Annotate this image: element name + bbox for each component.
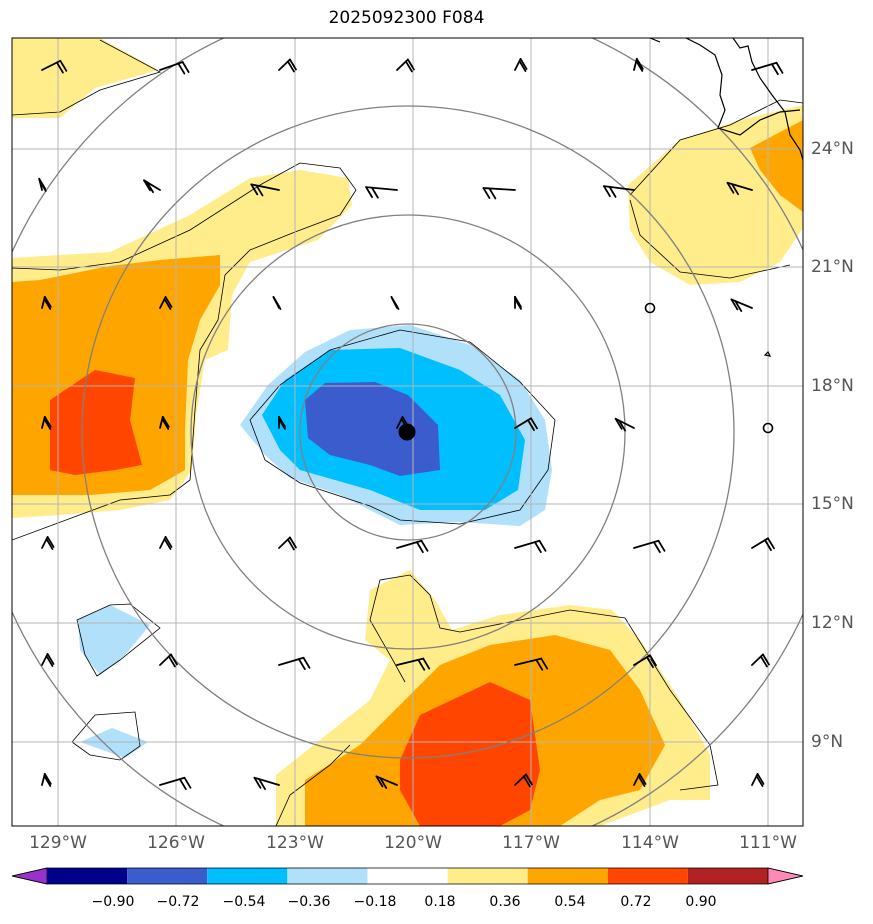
colorbar-tick-label: 0.18 <box>424 894 456 910</box>
colorbar-bin <box>127 868 208 884</box>
colorbar-tick-label: −0.18 <box>353 894 397 910</box>
wind-barb <box>390 296 400 310</box>
colorbar-tick-label: −0.90 <box>91 894 135 910</box>
colorbar-bin <box>687 868 768 884</box>
colorbar-extend-high <box>767 867 804 885</box>
wind-barbs <box>38 57 784 791</box>
wind-barb <box>159 61 190 75</box>
coastline <box>649 38 803 357</box>
wind-barb <box>396 539 429 554</box>
map-plot-area <box>12 38 803 826</box>
wind-barb <box>751 773 765 787</box>
wind-barb <box>726 181 753 196</box>
wind-barb <box>159 536 173 550</box>
wind-barb <box>514 295 522 310</box>
wind-barb <box>762 422 774 434</box>
wind-barb <box>41 59 68 74</box>
wind-barb <box>751 61 784 76</box>
lat-label-21n: 21°N <box>811 257 854 277</box>
lon-label-111w: 111°W <box>739 833 797 853</box>
lat-label-9n: 9°N <box>811 732 844 752</box>
colorbar-tick-label: 0.36 <box>489 894 521 910</box>
wind-barb <box>514 773 533 788</box>
wind-barb <box>253 776 280 791</box>
wind-barb <box>272 296 282 310</box>
wind-barb <box>159 415 170 430</box>
lon-label-129w: 129°W <box>29 833 87 853</box>
colorbar-bin <box>527 868 608 884</box>
wind-barb <box>159 776 192 791</box>
wind-barb <box>278 656 311 671</box>
lat-label-24n: 24°N <box>811 139 854 159</box>
wind-barb <box>633 539 666 554</box>
wind-barb <box>751 537 775 552</box>
lon-label-117w: 117°W <box>502 833 560 853</box>
lat-label-18n: 18°N <box>811 376 854 396</box>
colorbar-tick-label: 0.72 <box>620 894 652 910</box>
lon-label-123w: 123°W <box>266 833 324 853</box>
colorbar-tick-label: −0.36 <box>287 894 331 910</box>
wind-barb <box>514 58 528 72</box>
wind-barb <box>482 187 516 200</box>
anomaly-negative-high-fill <box>305 382 440 476</box>
wind-barb <box>278 58 297 73</box>
wind-barb <box>38 177 47 192</box>
wind-barb <box>751 653 770 668</box>
wind-barb <box>278 536 297 551</box>
anomaly-positive-high-fill <box>50 370 540 826</box>
wind-barb <box>614 417 635 432</box>
colorbar-tick-label: −0.54 <box>222 894 266 910</box>
wind-barb <box>159 296 173 310</box>
wind-barb <box>41 536 55 550</box>
wind-barb <box>644 302 656 314</box>
colorbar-bin <box>447 868 528 884</box>
wind-barb <box>730 298 753 312</box>
range-rings <box>12 38 803 826</box>
wind-barb <box>375 775 398 789</box>
colorbar-tick-label: −0.72 <box>156 894 200 910</box>
wind-barb <box>143 179 161 194</box>
wind-barb <box>633 654 657 669</box>
wind-barb <box>41 295 52 310</box>
wind-barb <box>633 773 647 787</box>
map-title: 2025092300 F084 <box>328 8 485 28</box>
colorbar-tick-label: 0.90 <box>685 894 717 910</box>
lon-label-120w: 120°W <box>384 833 442 853</box>
colorbar-bin <box>607 868 688 884</box>
wind-barb <box>396 657 431 671</box>
wind-barb <box>514 539 547 554</box>
colorbar-bin <box>47 868 128 884</box>
wind-barb <box>278 415 286 430</box>
colorbar-tick-label: 0.54 <box>554 894 586 910</box>
lat-label-15n: 15°N <box>811 494 854 514</box>
colorbar-bin <box>287 868 368 884</box>
wind-barb <box>514 657 549 671</box>
colorbar <box>11 867 804 885</box>
wind-barb <box>41 772 52 787</box>
wind-barb <box>365 186 398 199</box>
storm-center-marker <box>398 423 416 441</box>
colorbar-extend-low <box>11 867 48 885</box>
wind-barb <box>603 185 635 198</box>
map-frame <box>11 37 804 827</box>
lon-label-114w: 114°W <box>621 833 679 853</box>
wind-barb <box>514 417 538 432</box>
lon-label-126w: 126°W <box>147 833 205 853</box>
lat-label-12n: 12°N <box>811 613 854 633</box>
colorbar-outline <box>11 867 804 885</box>
wind-barb <box>396 58 415 73</box>
colorbar-bin <box>367 868 448 884</box>
wind-barb <box>159 653 178 668</box>
wind-barb <box>250 183 280 197</box>
wind-barb <box>41 415 52 430</box>
colorbar-bin <box>207 868 288 884</box>
wind-barb <box>41 653 55 667</box>
wind-barb <box>633 57 644 72</box>
